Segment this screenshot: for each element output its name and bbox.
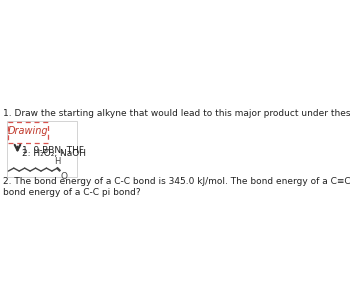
Text: 1. 9-BBN, THF: 1. 9-BBN, THF (22, 146, 84, 155)
Text: 1. Draw the starting alkyne that would lead to this major product under these co: 1. Draw the starting alkyne that would l… (3, 110, 350, 118)
Text: Drawing: Drawing (8, 126, 48, 136)
Text: H: H (54, 157, 60, 166)
Text: 2. H₂O₂, NaOH: 2. H₂O₂, NaOH (22, 149, 86, 158)
Bar (8, 122, 48, 143)
Bar (7, 121, 77, 176)
Text: 2. The bond energy of a C-C bond is 345.0 kJ/mol. The bond energy of a C≡C tripl: 2. The bond energy of a C-C bond is 345.… (3, 177, 350, 197)
Text: O: O (60, 172, 67, 181)
